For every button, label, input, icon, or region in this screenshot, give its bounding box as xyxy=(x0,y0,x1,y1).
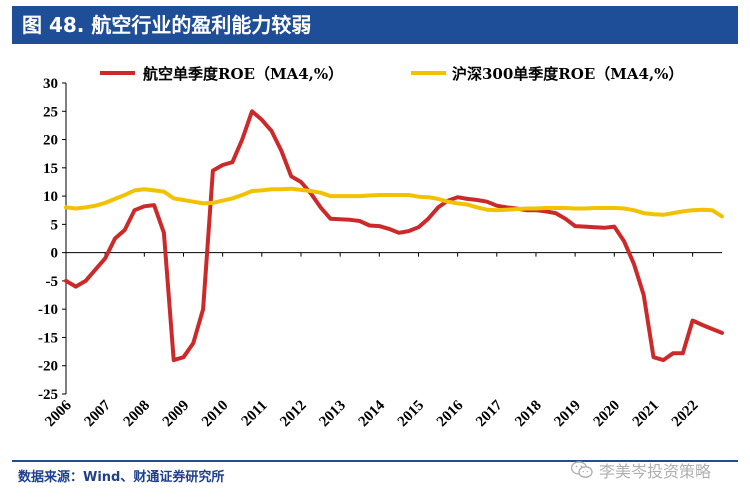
x-tick-label: 2016 xyxy=(434,397,467,430)
y-tick-label: 15 xyxy=(43,161,58,177)
x-tick-label: 2014 xyxy=(356,397,389,430)
x-tick-label: 2009 xyxy=(160,398,193,431)
x-tick-label: 2013 xyxy=(316,398,349,431)
watermark: 李美岑投资策略 xyxy=(570,458,712,482)
y-tick-label: 10 xyxy=(43,189,58,205)
x-tick-label: 2019 xyxy=(551,398,584,431)
figure-title: 图 48. 航空行业的盈利能力较弱 xyxy=(12,6,738,44)
x-tick-label: 2018 xyxy=(512,398,545,431)
legend-label-1: 航空单季度ROE（MA4,%） xyxy=(143,65,343,83)
y-tick-label: 30 xyxy=(43,76,58,92)
y-tick-label: -5 xyxy=(46,274,59,290)
series-line-1 xyxy=(64,109,724,363)
y-tick-label: -15 xyxy=(38,330,58,346)
x-tick-label: 2021 xyxy=(630,398,663,431)
divider xyxy=(12,460,738,462)
watermark-text: 李美岑投资策略 xyxy=(599,462,712,481)
x-tick-label: 2020 xyxy=(591,398,624,431)
source-note: 数据来源：Wind、财通证券研究所 xyxy=(18,470,225,485)
series-line-2 xyxy=(64,186,724,219)
x-tick-label: 2015 xyxy=(395,398,428,431)
wechat-icon xyxy=(570,461,593,479)
legend-label-2: 沪深300单季度ROE（MA4,%） xyxy=(452,65,683,83)
x-tick-label: 2007 xyxy=(81,397,114,430)
x-tick-label: 2017 xyxy=(473,397,506,430)
x-tick-label: 2012 xyxy=(277,398,310,431)
x-tick-label: 2008 xyxy=(121,398,154,431)
y-tick-label: 25 xyxy=(43,104,58,120)
y-tick-label: 5 xyxy=(51,217,59,233)
x-tick-label: 2011 xyxy=(239,398,271,430)
y-tick-label: -20 xyxy=(38,359,58,375)
y-tick-label: -25 xyxy=(38,387,58,403)
y-tick-label: 0 xyxy=(51,246,59,262)
y-tick-label: 20 xyxy=(43,133,58,149)
x-tick-label: 2010 xyxy=(199,398,232,431)
y-tick-label: -10 xyxy=(38,302,58,318)
x-tick-label: 2022 xyxy=(669,398,702,431)
